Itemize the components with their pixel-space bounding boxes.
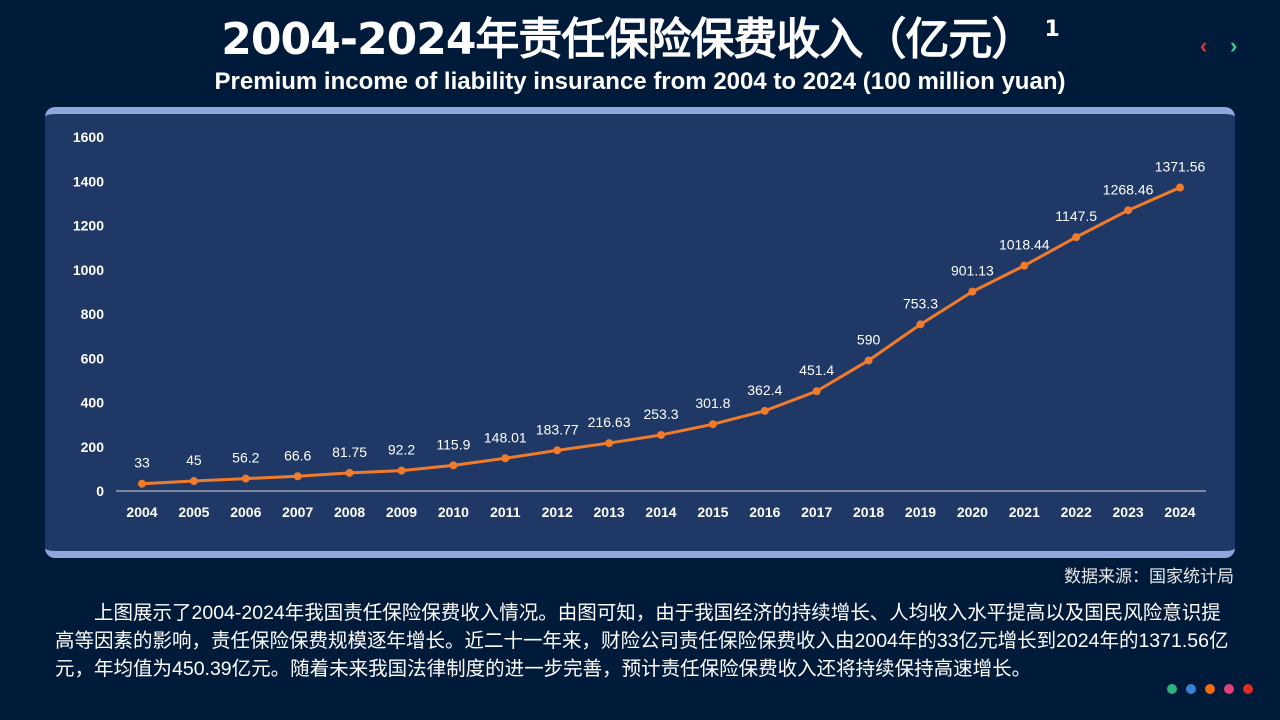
data-point	[189, 477, 198, 486]
data-point	[553, 446, 562, 455]
title-text: 2004-2024年责任保险保费收入（亿元）	[221, 14, 1035, 65]
x-tick-label: 2008	[334, 504, 365, 520]
x-tick-label: 2024	[1164, 504, 1195, 520]
data-label: 590	[857, 331, 881, 347]
data-label: 1147.5	[1055, 208, 1097, 224]
data-point	[1124, 206, 1133, 215]
data-label: 1268.46	[1103, 181, 1154, 197]
page-subtitle: Premium income of liability insurance fr…	[214, 68, 1066, 95]
data-point	[1020, 261, 1029, 270]
x-tick-label: 2012	[542, 504, 573, 520]
data-label: 216.63	[588, 414, 631, 430]
dot-0	[1167, 684, 1177, 694]
x-tick-label: 2004	[126, 504, 157, 520]
x-tick-label: 2014	[645, 504, 676, 520]
data-label: 901.13	[951, 263, 994, 279]
data-point	[345, 468, 354, 477]
data-point	[708, 420, 717, 429]
data-label: 451.4	[799, 362, 834, 378]
y-tick-label: 600	[81, 350, 105, 366]
data-label: 81.75	[332, 444, 367, 460]
next-slide-button[interactable]: ›	[1230, 33, 1238, 58]
chart-panel	[45, 107, 1235, 558]
x-tick-label: 2013	[594, 504, 625, 520]
description-paragraph: 上图展示了2004-2024年我国责任保险保费收入情况。由图可知，由于我国经济的…	[55, 602, 1229, 680]
y-tick-label: 800	[81, 306, 105, 322]
data-label: 1018.44	[999, 237, 1050, 253]
title-superscript: 1	[1044, 17, 1059, 42]
y-tick-label: 200	[81, 439, 105, 455]
dot-4	[1243, 684, 1253, 694]
data-label: 45	[186, 452, 202, 468]
data-point	[864, 356, 873, 365]
data-point	[138, 479, 146, 488]
data-point	[241, 474, 250, 483]
page-title: 2004-2024年责任保险保费收入（亿元） 1	[0, 15, 1280, 65]
data-point	[968, 287, 977, 296]
data-label: 33	[134, 455, 150, 471]
y-tick-label: 1000	[73, 262, 104, 278]
x-tick-label: 2019	[905, 504, 936, 520]
y-tick-label: 0	[96, 483, 104, 499]
data-point	[1072, 233, 1081, 242]
data-label: 753.3	[903, 295, 938, 311]
x-tick-label: 2016	[749, 504, 780, 520]
dot-2	[1205, 684, 1215, 694]
data-label: 115.9	[436, 436, 470, 452]
x-tick-label: 2021	[1009, 504, 1040, 520]
x-tick-label: 2017	[801, 504, 832, 520]
y-tick-label: 1400	[73, 173, 104, 189]
data-source: 数据来源：国家统计局	[1064, 567, 1234, 586]
data-label: 92.2	[388, 442, 415, 458]
data-point	[449, 461, 458, 470]
data-point	[916, 320, 925, 329]
x-tick-label: 2005	[178, 504, 209, 520]
x-tick-label: 2007	[282, 504, 313, 520]
y-tick-label: 400	[81, 395, 105, 411]
data-point	[501, 454, 510, 463]
series-line	[141, 186, 1181, 486]
x-tick-label: 2010	[438, 504, 469, 520]
data-point	[397, 466, 406, 475]
data-label: 301.8	[695, 395, 730, 411]
data-label: 56.2	[232, 450, 259, 466]
x-tick-label: 2018	[853, 504, 884, 520]
data-label: 253.3	[643, 406, 678, 422]
decorative-dots	[1167, 684, 1253, 694]
data-point	[293, 472, 302, 481]
dot-3	[1224, 684, 1234, 694]
dot-1	[1186, 684, 1196, 694]
y-tick-label: 1600	[73, 129, 104, 145]
data-point	[1176, 183, 1184, 192]
data-point	[812, 387, 821, 396]
x-tick-label: 2006	[230, 504, 261, 520]
x-tick-label: 2022	[1061, 504, 1092, 520]
y-tick-label: 1200	[73, 218, 104, 234]
data-label: 148.01	[484, 429, 527, 445]
data-point	[605, 439, 614, 448]
x-tick-label: 2015	[697, 504, 728, 520]
x-tick-label: 2023	[1113, 504, 1144, 520]
x-tick-label: 2011	[490, 504, 521, 520]
data-label: 183.77	[536, 421, 579, 437]
data-point	[760, 406, 769, 415]
data-label: 362.4	[747, 382, 782, 398]
prev-slide-button[interactable]: ‹	[1200, 33, 1208, 58]
x-tick-label: 2009	[386, 504, 417, 520]
x-tick-label: 2020	[957, 504, 988, 520]
data-point	[657, 430, 665, 439]
data-label: 1371.56	[1155, 159, 1206, 175]
data-label: 66.6	[284, 447, 311, 463]
